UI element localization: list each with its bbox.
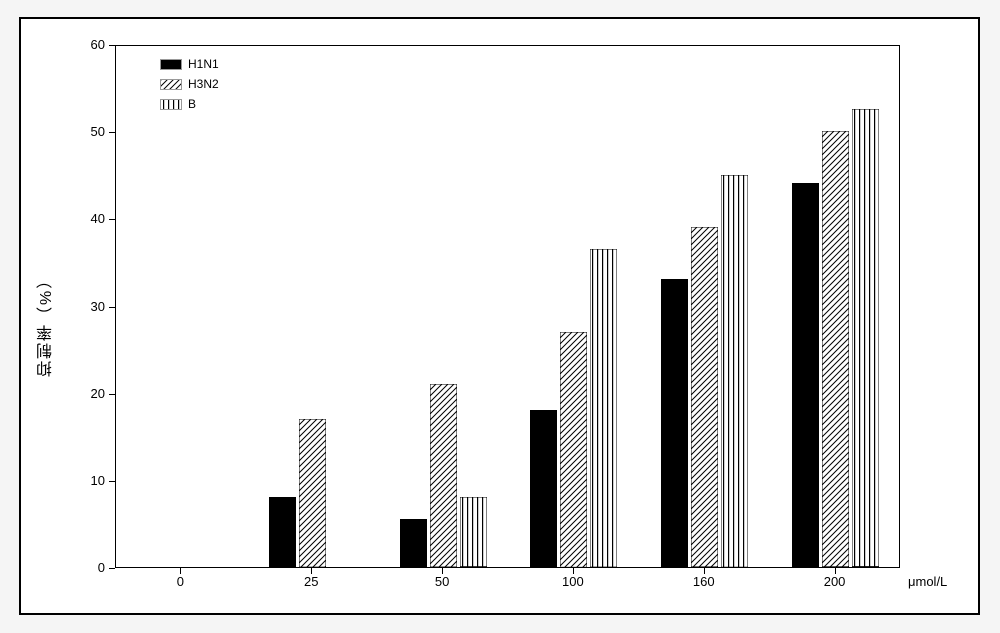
legend: H1N1 H3N2 B	[160, 55, 219, 115]
legend-item-H1N1: H1N1	[160, 55, 219, 73]
legend-swatch	[160, 59, 182, 70]
x-tick-label: 100	[543, 574, 603, 589]
legend-label: B	[188, 97, 196, 111]
y-tick-mark	[109, 45, 115, 46]
y-tick-mark	[109, 132, 115, 133]
bar-H1N1	[400, 519, 427, 567]
bar-H3N2	[560, 332, 587, 567]
y-tick-label: 50	[75, 124, 105, 139]
y-tick-label: 40	[75, 211, 105, 226]
bar-H1N1	[661, 279, 688, 567]
bar-B	[590, 249, 617, 567]
bar-B	[721, 175, 748, 567]
y-tick-label: 0	[75, 560, 105, 575]
x-axis-unit-label: μmol/L	[908, 574, 947, 589]
y-tick-label: 20	[75, 386, 105, 401]
bar-B	[460, 497, 487, 567]
chart-canvas: 抑制率（%） H1N1 H3N2 B μmol/L 0 10 20 30 40 50 60 0 25…	[0, 0, 1000, 633]
y-tick-mark	[109, 481, 115, 482]
plot-area	[115, 45, 900, 568]
bar-H3N2	[691, 227, 718, 567]
y-tick-mark	[109, 307, 115, 308]
bar-H3N2	[430, 384, 457, 567]
bar-H3N2	[299, 419, 326, 567]
x-tick-label: 50	[412, 574, 472, 589]
y-tick-label: 30	[75, 299, 105, 314]
bar-H3N2	[822, 131, 849, 567]
x-tick-label: 200	[805, 574, 865, 589]
y-tick-label: 10	[75, 473, 105, 488]
x-tick-label: 25	[281, 574, 341, 589]
legend-swatch	[160, 99, 182, 110]
y-tick-mark	[109, 568, 115, 569]
bar-B	[852, 109, 879, 567]
y-axis-title: 抑制率（%）	[35, 237, 59, 377]
legend-item-B: B	[160, 95, 219, 113]
legend-item-H3N2: H3N2	[160, 75, 219, 93]
legend-label: H1N1	[188, 57, 219, 71]
y-tick-label: 60	[75, 37, 105, 52]
x-tick-label: 0	[150, 574, 210, 589]
y-tick-mark	[109, 394, 115, 395]
bar-H1N1	[269, 497, 296, 567]
x-tick-label: 160	[674, 574, 734, 589]
bar-H1N1	[792, 183, 819, 567]
y-tick-mark	[109, 219, 115, 220]
legend-label: H3N2	[188, 77, 219, 91]
bar-H1N1	[530, 410, 557, 567]
legend-swatch	[160, 79, 182, 90]
